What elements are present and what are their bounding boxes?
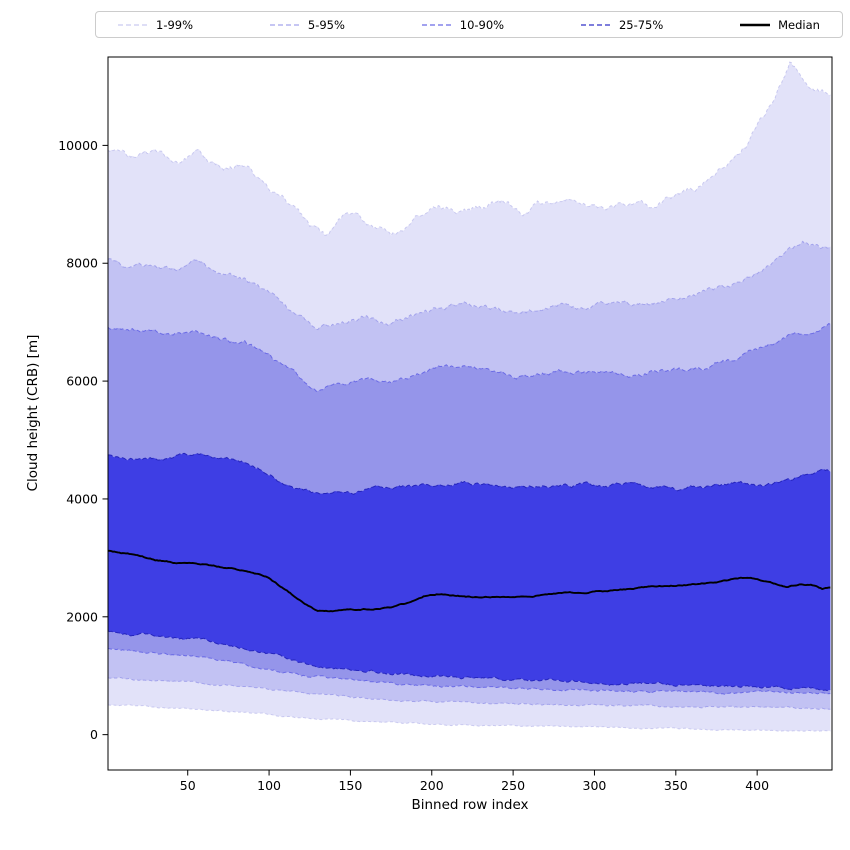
percentile-edge-p95 xyxy=(108,240,831,331)
x-tick-label: 250 xyxy=(501,778,525,793)
legend-item-5-95%: 5-95% xyxy=(269,17,345,32)
legend-line-sample xyxy=(421,23,452,26)
y-tick-label: 8000 xyxy=(66,256,98,271)
x-axis-ticks: 50 100 150 200 250 300 350 400 xyxy=(180,770,769,793)
y-tick-label: 2000 xyxy=(66,609,98,624)
legend-label: Median xyxy=(778,17,820,32)
legend-line-sample xyxy=(740,23,771,26)
y-tick-label: 10000 xyxy=(58,138,98,153)
legend-item-25-75%: 25-75% xyxy=(580,17,664,32)
legend-label: 10-90% xyxy=(459,17,505,32)
legend-item-1-99%: 1-99% xyxy=(118,18,193,32)
percentile-bands xyxy=(108,61,831,732)
x-tick-label: 50 xyxy=(180,778,196,793)
legend-line-sample xyxy=(269,23,300,26)
y-axis-label: Cloud height (CRB) [m] xyxy=(25,334,41,492)
percentile-edge-p99 xyxy=(108,61,831,237)
x-tick-label: 350 xyxy=(664,778,688,793)
y-tick-label: 0 xyxy=(90,727,98,742)
y-tick-label: 6000 xyxy=(66,374,98,389)
legend-label: 25-75% xyxy=(618,17,664,32)
legend-item-Median: Median xyxy=(740,18,820,32)
percentile-edge-p1 xyxy=(108,704,831,732)
percentile-edge-p25 xyxy=(108,630,831,692)
x-tick-label: 400 xyxy=(745,778,769,793)
plot-frame xyxy=(107,56,833,771)
percentile-edge-p90 xyxy=(108,323,831,392)
x-tick-label: 300 xyxy=(583,778,607,793)
legend-line-sample xyxy=(580,23,611,26)
percentile-edge-p75 xyxy=(108,452,831,495)
legend-label: 5-95% xyxy=(307,17,345,32)
x-axis-label: Binned row index xyxy=(411,797,529,813)
median-line xyxy=(108,549,831,613)
legend-line-sample xyxy=(118,23,148,26)
x-tick-label: 100 xyxy=(257,778,281,793)
y-axis-ticks: 0 2000 4000 6000 8000 10000 xyxy=(58,138,108,742)
legend-label: 1-99% xyxy=(156,17,194,32)
chart-legend: 1-99% 5-95% 10-90% 25-75% Median xyxy=(95,11,843,38)
percentile-edge-p10 xyxy=(108,648,831,695)
band-25-75% xyxy=(108,453,831,691)
x-tick-label: 150 xyxy=(338,778,362,793)
legend-item-10-90%: 10-90% xyxy=(421,17,505,32)
x-tick-label: 200 xyxy=(420,778,444,793)
y-tick-label: 4000 xyxy=(66,491,98,506)
